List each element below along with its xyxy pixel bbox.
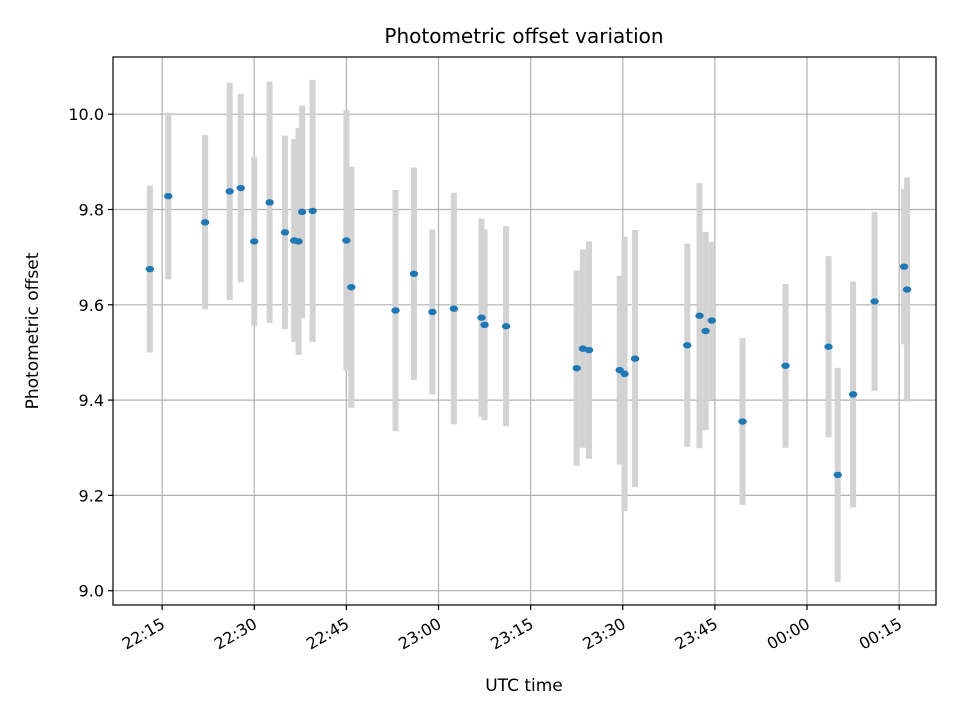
y-tick-label: 10.0 — [68, 105, 104, 124]
data-point — [683, 342, 692, 349]
data-point — [477, 314, 486, 321]
data-point — [225, 188, 234, 195]
data-point — [738, 418, 747, 425]
data-points — [145, 184, 912, 479]
chart-title: Photometric offset variation — [384, 24, 663, 48]
data-point — [870, 298, 879, 305]
data-point — [781, 362, 790, 369]
y-tick-label: 9.2 — [79, 486, 104, 505]
data-point — [695, 312, 704, 319]
data-point — [236, 184, 245, 192]
data-point — [572, 364, 581, 372]
data-point — [164, 192, 173, 200]
data-point — [899, 263, 909, 270]
data-point — [308, 207, 317, 215]
data-point — [347, 283, 356, 291]
y-axis-ticks: 9.0 9.2 9.4 9.6 9.8 10.0 — [68, 105, 113, 601]
data-point — [200, 219, 210, 226]
data-point — [501, 323, 511, 330]
data-point — [707, 317, 717, 324]
data-point — [391, 307, 400, 314]
data-point — [833, 471, 842, 479]
y-tick-label: 9.8 — [79, 200, 104, 219]
plot-frame — [112, 56, 937, 606]
data-point — [584, 346, 594, 354]
data-point — [902, 286, 912, 293]
y-tick-label: 9.4 — [79, 391, 104, 410]
data-point — [297, 208, 307, 216]
y-tick-label: 9.0 — [79, 582, 104, 601]
data-point — [145, 265, 155, 273]
data-point — [342, 237, 351, 244]
data-point — [250, 238, 259, 245]
y-axis-title: Photometric offset — [23, 252, 43, 409]
data-point — [265, 199, 274, 206]
data-point — [280, 229, 290, 236]
data-point — [824, 343, 833, 350]
data-point — [480, 321, 489, 329]
data-point — [630, 355, 640, 362]
x-axis-title: UTC time — [485, 676, 563, 696]
data-point — [848, 391, 858, 398]
data-point — [701, 327, 710, 335]
data-point — [294, 238, 303, 245]
data-point — [449, 305, 459, 312]
data-point — [620, 370, 629, 378]
data-point — [409, 270, 419, 278]
y-tick-label: 9.6 — [79, 296, 104, 315]
data-point — [428, 308, 437, 316]
